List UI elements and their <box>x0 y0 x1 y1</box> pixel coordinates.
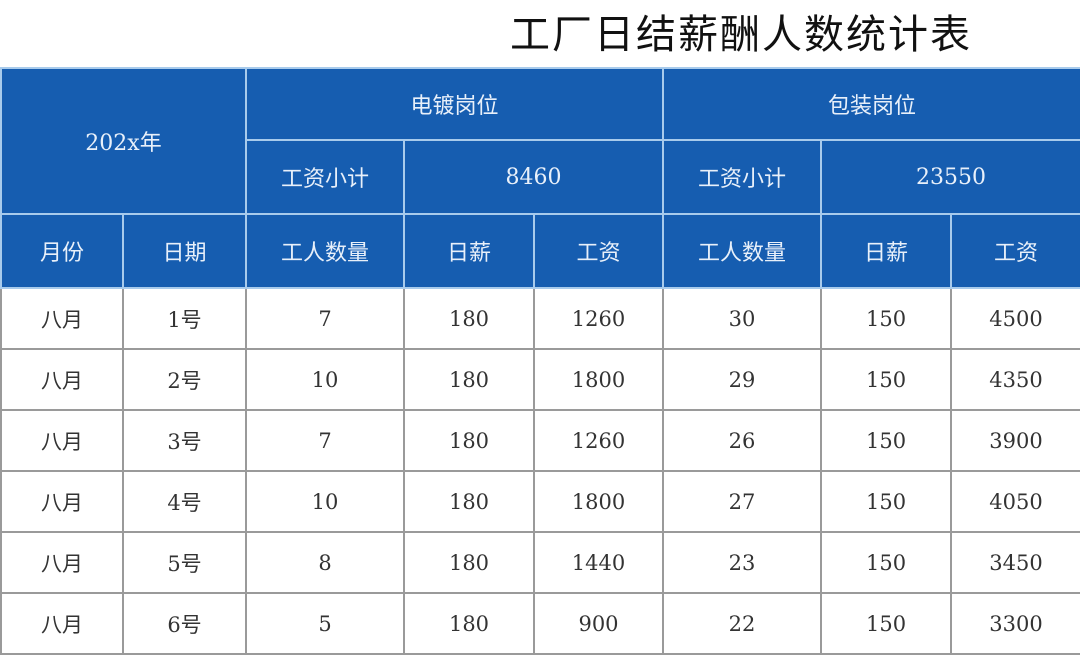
table-cell: 3300 <box>950 592 1080 655</box>
column-header: 日薪 <box>403 213 535 289</box>
table-cell: 30 <box>662 287 823 350</box>
column-header: 工人数量 <box>245 213 405 289</box>
table-cell: 22 <box>662 592 823 655</box>
table-cell: 10 <box>245 470 405 533</box>
table-cell: 八月 <box>0 409 124 472</box>
column-header: 月份 <box>0 213 124 289</box>
table-cell: 180 <box>403 348 535 411</box>
table-cell: 900 <box>532 592 665 655</box>
table-row: 八月 1号 7 180 1260 30 150 4500 <box>0 287 1080 350</box>
table-cell: 26 <box>662 409 823 472</box>
table-cell: 八月 <box>0 348 124 411</box>
table-cell: 5 <box>245 592 405 655</box>
table-cell: 4号 <box>122 470 247 533</box>
table-cell: 10 <box>245 348 405 411</box>
table-row: 八月 5号 8 180 1440 23 150 3450 <box>0 531 1080 594</box>
table-cell: 1号 <box>122 287 247 350</box>
table-cell: 2号 <box>122 348 247 411</box>
table-cell: 1260 <box>532 409 665 472</box>
table-cell: 八月 <box>0 470 124 533</box>
table-cell: 150 <box>820 470 953 533</box>
table-cell: 180 <box>403 592 535 655</box>
table-cell: 6号 <box>122 592 247 655</box>
table-cell: 八月 <box>0 287 124 350</box>
table-cell: 1800 <box>532 348 665 411</box>
table-cell: 1800 <box>532 470 665 533</box>
table-cell: 1260 <box>532 287 665 350</box>
table-cell: 8 <box>245 531 405 594</box>
table-cell: 1440 <box>532 531 665 594</box>
table-cell: 7 <box>245 287 405 350</box>
column-header: 日期 <box>122 213 247 289</box>
column-header: 工人数量 <box>662 213 823 289</box>
group-header-electroplating: 电镀岗位 <box>244 67 665 141</box>
table-cell: 150 <box>820 409 953 472</box>
table-cell: 4500 <box>950 287 1080 350</box>
table-cell: 180 <box>403 470 535 533</box>
group-header-packaging: 包装岗位 <box>662 67 1080 141</box>
table-cell: 29 <box>662 348 823 411</box>
column-header: 工资 <box>950 213 1080 289</box>
table-cell: 180 <box>403 287 535 350</box>
table-cell: 7 <box>245 409 405 472</box>
subtotal-value: 8460 <box>402 139 665 215</box>
table-cell: 5号 <box>122 531 247 594</box>
table-cell: 150 <box>820 287 953 350</box>
column-header: 工资 <box>532 213 665 289</box>
table-cell: 150 <box>820 592 953 655</box>
table-cell: 180 <box>403 531 535 594</box>
subtotal-label: 工资小计 <box>662 139 823 215</box>
table-cell: 180 <box>403 409 535 472</box>
year-header: 202x年 <box>0 67 247 215</box>
table-cell: 4350 <box>950 348 1080 411</box>
column-header: 日薪 <box>820 213 953 289</box>
table-cell: 150 <box>820 531 953 594</box>
table-row: 八月 4号 10 180 1800 27 150 4050 <box>0 470 1080 533</box>
page-title: 工厂日结薪酬人数统计表 <box>510 12 972 58</box>
table-cell: 150 <box>820 348 953 411</box>
salary-table: 202x年 电镀岗位 包装岗位 工资小计 8460 工资小计 23550 月份日… <box>0 67 1080 655</box>
table-cell: 八月 <box>0 592 124 655</box>
subtotal-value: 23550 <box>820 139 1080 215</box>
table-cell: 3900 <box>950 409 1080 472</box>
table-cell: 八月 <box>0 531 124 594</box>
table-cell: 3号 <box>122 409 247 472</box>
table-row: 八月 6号 5 180 900 22 150 3300 <box>0 592 1080 655</box>
table-cell: 4050 <box>950 470 1080 533</box>
table-cell: 27 <box>662 470 823 533</box>
table-row: 八月 3号 7 180 1260 26 150 3900 <box>0 409 1080 472</box>
subtotal-label: 工资小计 <box>245 139 405 215</box>
table-cell: 3450 <box>950 531 1080 594</box>
table-cell: 23 <box>662 531 823 594</box>
table-row: 八月 2号 10 180 1800 29 150 4350 <box>0 348 1080 411</box>
